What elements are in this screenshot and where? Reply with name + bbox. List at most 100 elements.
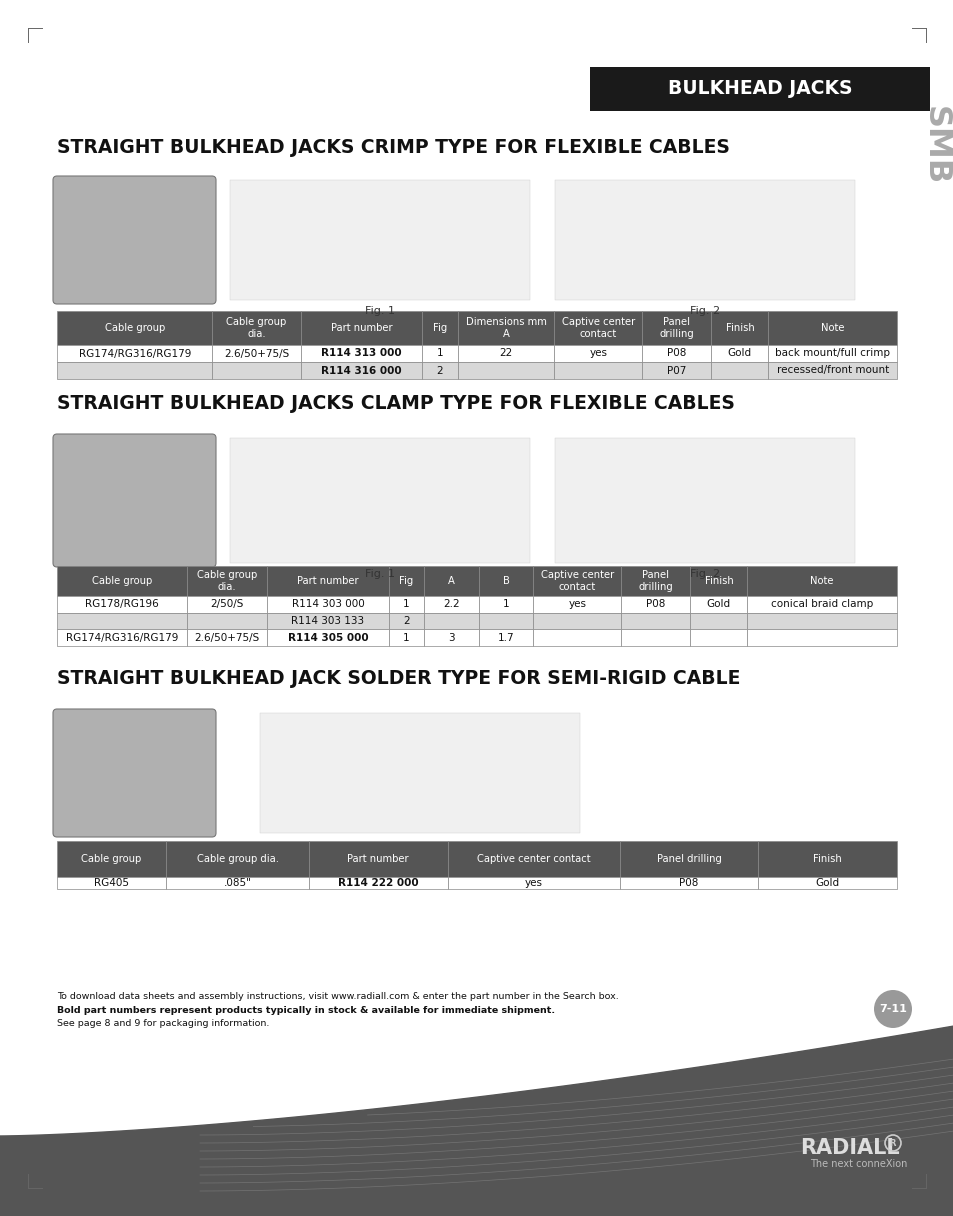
Bar — [389, 596, 424, 613]
Bar — [230, 180, 530, 300]
Bar — [57, 613, 187, 630]
Text: Cable group dia.: Cable group dia. — [196, 854, 278, 865]
Bar — [457, 345, 554, 362]
FancyBboxPatch shape — [53, 709, 215, 837]
Text: back mount/full crimp: back mount/full crimp — [775, 349, 889, 359]
Bar — [478, 613, 533, 630]
Text: R114 313 000: R114 313 000 — [321, 349, 401, 359]
Text: yes: yes — [589, 349, 607, 359]
Text: Bold part numbers represent products typically in stock & available for immediat: Bold part numbers represent products typ… — [57, 1006, 555, 1015]
Bar — [533, 565, 620, 596]
Bar — [620, 565, 690, 596]
Text: Captive center contact: Captive center contact — [476, 854, 590, 865]
Bar — [166, 877, 309, 889]
Bar — [57, 362, 213, 379]
Text: Part number: Part number — [347, 854, 409, 865]
Text: 1.7: 1.7 — [497, 632, 514, 643]
FancyBboxPatch shape — [53, 176, 215, 304]
Bar — [424, 630, 478, 646]
Bar — [641, 362, 711, 379]
Text: 3: 3 — [448, 632, 455, 643]
Bar — [300, 345, 422, 362]
Text: 1: 1 — [436, 349, 443, 359]
Text: Captive center
contact: Captive center contact — [561, 317, 635, 339]
Bar — [389, 613, 424, 630]
Text: See page 8 and 9 for packaging information.: See page 8 and 9 for packaging informati… — [57, 1019, 269, 1028]
Text: Gold: Gold — [706, 599, 730, 609]
Bar — [447, 877, 619, 889]
Text: yes: yes — [568, 599, 586, 609]
Text: Note: Note — [810, 576, 833, 586]
Text: Note: Note — [821, 323, 843, 333]
Text: Panel drilling: Panel drilling — [656, 854, 720, 865]
Bar — [57, 345, 213, 362]
Text: Part number: Part number — [296, 576, 358, 586]
Bar — [422, 311, 457, 345]
Bar — [747, 630, 896, 646]
Bar — [267, 630, 389, 646]
Bar — [457, 362, 554, 379]
Text: Fig. 1: Fig. 1 — [365, 306, 395, 316]
Text: conical braid clamp: conical braid clamp — [770, 599, 872, 609]
Text: Finish: Finish — [704, 576, 733, 586]
Text: 2/50/S: 2/50/S — [211, 599, 244, 609]
Text: To download data sheets and assembly instructions, visit www.radiall.com & enter: To download data sheets and assembly ins… — [57, 992, 618, 1001]
Bar — [747, 613, 896, 630]
Bar — [478, 596, 533, 613]
Text: STRAIGHT BULKHEAD JACKS CRIMP TYPE FOR FLEXIBLE CABLES: STRAIGHT BULKHEAD JACKS CRIMP TYPE FOR F… — [57, 137, 729, 157]
Bar — [768, 311, 896, 345]
Text: STRAIGHT BULKHEAD JACKS CLAMP TYPE FOR FLEXIBLE CABLES: STRAIGHT BULKHEAD JACKS CLAMP TYPE FOR F… — [57, 394, 734, 413]
Bar — [478, 565, 533, 596]
Text: SMB: SMB — [919, 106, 949, 186]
Bar — [309, 877, 447, 889]
Bar — [711, 362, 768, 379]
Text: The next conneXion: The next conneXion — [809, 1159, 906, 1169]
Text: Part number: Part number — [331, 323, 392, 333]
Bar — [758, 841, 896, 877]
Bar — [187, 630, 267, 646]
Bar — [768, 345, 896, 362]
Text: P08: P08 — [645, 599, 665, 609]
Bar — [389, 565, 424, 596]
Bar — [554, 345, 641, 362]
Bar — [422, 345, 457, 362]
Bar — [213, 345, 300, 362]
Bar — [267, 613, 389, 630]
Bar — [57, 596, 187, 613]
Text: P07: P07 — [666, 366, 686, 376]
Bar — [641, 345, 711, 362]
Text: Captive center
contact: Captive center contact — [540, 570, 614, 592]
Text: 1: 1 — [502, 599, 509, 609]
Bar — [389, 630, 424, 646]
Bar — [533, 630, 620, 646]
Bar — [555, 180, 854, 300]
FancyBboxPatch shape — [53, 434, 215, 567]
Bar — [619, 841, 758, 877]
Text: Gold: Gold — [727, 349, 751, 359]
Bar — [57, 565, 187, 596]
Text: Fig. 2: Fig. 2 — [689, 569, 720, 579]
Text: BULKHEAD JACKS: BULKHEAD JACKS — [667, 79, 851, 98]
Text: Panel
drilling: Panel drilling — [659, 317, 694, 339]
Text: yes: yes — [524, 878, 542, 888]
Text: Finish: Finish — [813, 854, 841, 865]
Polygon shape — [0, 1026, 953, 1216]
Bar — [57, 311, 213, 345]
Bar — [690, 596, 747, 613]
Bar — [267, 596, 389, 613]
Bar — [187, 565, 267, 596]
Text: Cable group: Cable group — [105, 323, 165, 333]
Bar — [424, 596, 478, 613]
Bar — [230, 438, 530, 563]
Text: Cable group
dia.: Cable group dia. — [196, 570, 257, 592]
Text: 2.2: 2.2 — [442, 599, 459, 609]
Bar — [187, 613, 267, 630]
Text: RG178/RG196: RG178/RG196 — [85, 599, 159, 609]
Text: Fig. 2: Fig. 2 — [689, 306, 720, 316]
Text: R: R — [889, 1138, 895, 1148]
Bar — [768, 362, 896, 379]
Bar — [554, 311, 641, 345]
Bar — [213, 362, 300, 379]
Text: 2.6/50+75/S: 2.6/50+75/S — [224, 349, 289, 359]
Text: 2: 2 — [403, 617, 410, 626]
